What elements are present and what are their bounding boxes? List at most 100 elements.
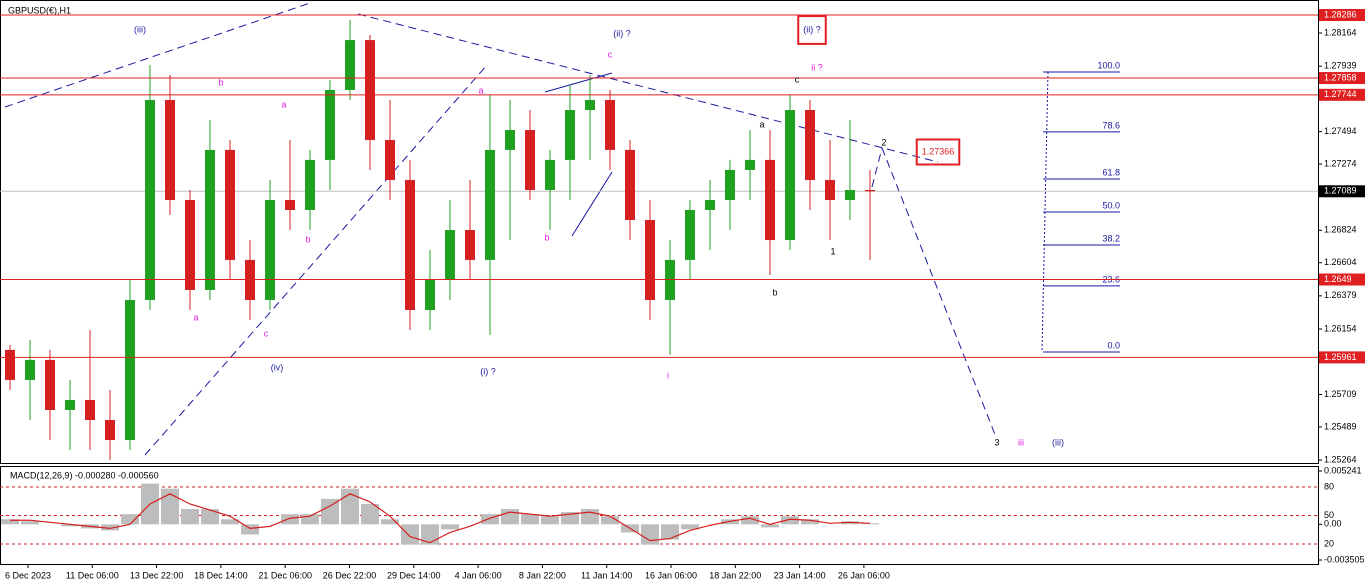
macd-bar [1, 519, 19, 525]
wave-label: (ii) ? [803, 24, 821, 34]
candle-body [225, 149, 235, 260]
macd-bar [181, 509, 199, 525]
macd-bar [441, 524, 459, 530]
wave-label: c [608, 49, 613, 59]
x-tick-label: 18 Dec 14:00 [194, 570, 248, 580]
y2-tick-label: 50 [1324, 510, 1334, 520]
macd-bar [101, 524, 119, 531]
label-box [797, 15, 827, 45]
macd-bar [581, 509, 599, 525]
wave-label: 1.27366 [922, 146, 955, 156]
x-tick-label: 29 Dec 14:00 [387, 570, 441, 580]
macd-bar [61, 524, 79, 527]
candle-body [405, 179, 415, 310]
wave-label: b [544, 232, 549, 242]
macd-bar [801, 519, 819, 525]
macd-bar [741, 516, 759, 525]
x-tick-label: 11 Dec 06:00 [66, 570, 119, 580]
candle-body [505, 130, 515, 150]
macd-bar [381, 519, 399, 525]
candle-body [385, 140, 395, 180]
candle-body [625, 149, 635, 221]
x-tick-label: 21 Dec 06:00 [258, 570, 312, 580]
macd-bar [21, 521, 39, 525]
x-tick-label: 26 Jan 06:00 [838, 570, 890, 580]
macd-bar [161, 488, 179, 525]
candle-body [145, 99, 155, 300]
candle-body [165, 99, 175, 200]
candle-body [105, 419, 115, 441]
y-tick-label: 1.26154 [1324, 323, 1357, 333]
x-tick-label: 8 Jan 22:00 [519, 570, 566, 580]
trendline [571, 171, 613, 237]
candle-body [605, 99, 615, 150]
last-price-box [1319, 185, 1365, 198]
candle-body [645, 220, 655, 300]
y-tick-label: 1.26824 [1324, 225, 1357, 235]
wave-label: a [281, 99, 286, 109]
x-tick-label: 23 Jan 14:00 [774, 570, 826, 580]
macd-bar [341, 488, 359, 525]
candle-body [705, 199, 715, 210]
macd-bar [241, 524, 259, 535]
fib-label: 50.0 [1102, 200, 1120, 210]
trendline [357, 13, 939, 163]
macd-bar [421, 524, 439, 545]
level-label: 1.27858 [1324, 72, 1357, 82]
macd-bar [121, 514, 139, 525]
candle-body [285, 199, 295, 210]
candle-body [425, 279, 435, 310]
candle-body [185, 199, 195, 290]
candle-body [745, 159, 755, 170]
candle-body [865, 189, 875, 192]
fib-label: 100.0 [1097, 60, 1120, 70]
macd-bar [781, 516, 799, 525]
macd-bar [601, 516, 619, 525]
wave-label: c [795, 74, 800, 84]
y-tick-label: 1.26379 [1324, 290, 1357, 300]
macd-bar [761, 524, 779, 528]
candle-body [125, 299, 135, 441]
candle-body [725, 169, 735, 200]
macd-bar [201, 509, 219, 525]
wave-label: i [667, 370, 669, 380]
candle-body [205, 149, 215, 290]
candle-body [805, 110, 815, 180]
signal-line [10, 493, 871, 544]
wave-label: 2 [881, 137, 886, 147]
candle-body [305, 159, 315, 210]
x-tick-label: 6 Dec 2023 [5, 570, 51, 580]
macd-label: MACD(12,26,9) -0.000280 -0.000560 [10, 470, 159, 480]
wave-label: c [264, 328, 269, 338]
macd-bar [281, 514, 299, 525]
level-box [1319, 351, 1365, 364]
wave-label: (i) ? [480, 366, 496, 376]
main-frame [0, 0, 1319, 464]
wave-label: iii [1018, 437, 1024, 447]
macd-bar [661, 524, 679, 540]
y-tick-label: 1.25489 [1324, 421, 1357, 431]
y-tick-label: -0.003505 [1324, 554, 1365, 564]
y-tick-label: 0.005241 [1324, 465, 1362, 475]
candle-body [265, 199, 275, 300]
candle-body [485, 149, 495, 260]
level-label: 1.2649 [1324, 274, 1352, 284]
wave-label: b [772, 287, 777, 297]
fib-label: 78.6 [1102, 120, 1120, 130]
candle-body [785, 110, 795, 241]
candle-body [585, 99, 595, 111]
fib-label: 0.0 [1107, 340, 1120, 350]
level-label: 1.25961 [1324, 352, 1357, 362]
candle-body [25, 359, 35, 380]
candle-body [365, 40, 375, 141]
trendline [4, 2, 311, 108]
wave-label: a [759, 119, 764, 129]
level-box [1319, 88, 1365, 101]
fib-label: 61.8 [1102, 167, 1120, 177]
wave-label: (iii) [134, 24, 146, 34]
label-box [915, 138, 961, 166]
macd-bar [681, 524, 699, 530]
candle-body [65, 399, 75, 410]
channel-lines [544, 72, 613, 237]
wave-label: ii ? [811, 62, 823, 72]
